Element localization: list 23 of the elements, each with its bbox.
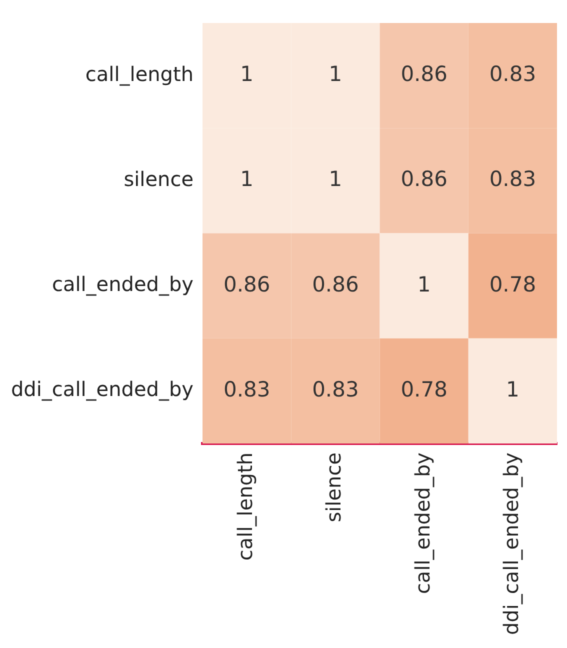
data-label: 0.83 [223, 377, 270, 402]
data-label: 1 [240, 167, 254, 192]
data-label: 0.86 [400, 167, 448, 192]
data-label: 0.86 [400, 62, 448, 86]
data-label: 0.83 [489, 167, 536, 192]
y-tick-label: ddi_call_ended_by [10, 377, 194, 402]
data-label: 0.83 [312, 377, 359, 402]
data-label: 1 [506, 377, 520, 402]
y-tick-label: call_ended_by [52, 272, 194, 296]
data-label: 1 [328, 167, 342, 192]
x-tick-label: ddi_call_ended_by [498, 452, 523, 636]
data-label: 1 [240, 62, 254, 86]
data-label: 0.78 [489, 272, 536, 296]
x-tick-label: call_ended_by [410, 452, 434, 594]
y-tick-label: call_length [85, 62, 194, 86]
x-tick-label: silence [322, 452, 346, 522]
data-label: 0.83 [489, 62, 536, 86]
data-label: 0.78 [400, 377, 448, 402]
data-label: 1 [328, 62, 342, 86]
data-label: 0.86 [223, 272, 270, 296]
y-tick-label: silence [124, 166, 194, 191]
data-label: 0.86 [312, 272, 359, 296]
data-label: 1 [417, 272, 431, 296]
